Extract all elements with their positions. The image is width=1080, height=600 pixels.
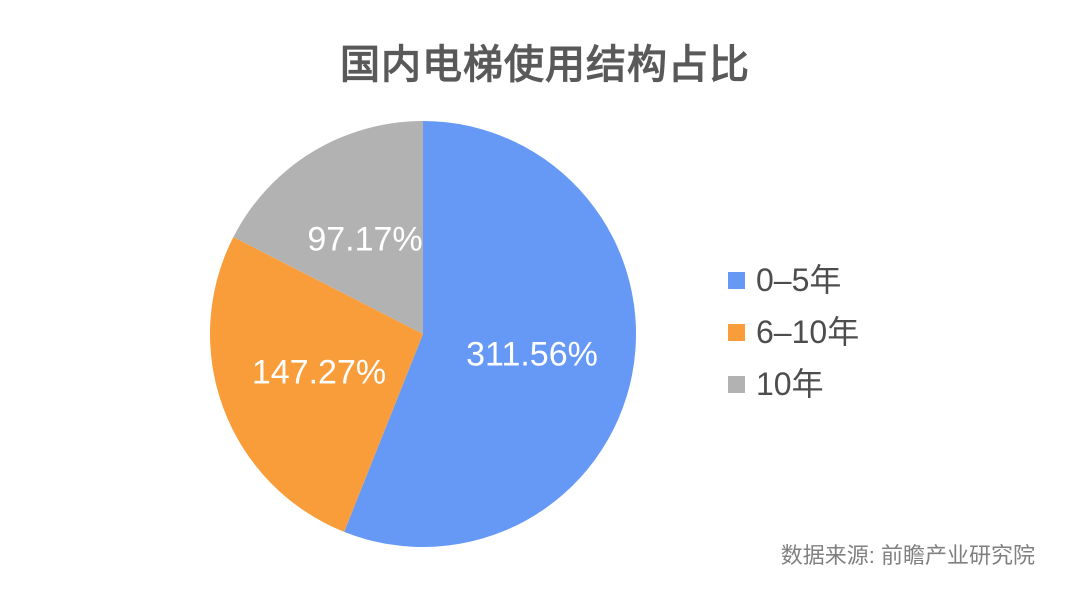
legend-swatch-gray-icon xyxy=(728,375,745,393)
legend-swatch-blue-icon xyxy=(728,271,745,289)
legend-label-6-10years: 6–10年 xyxy=(756,314,860,350)
legend-label-0-5years: 0–5年 xyxy=(756,262,842,298)
pie-slice-label-6-10years: 147.27% xyxy=(251,353,387,392)
pie-slice-1 xyxy=(210,237,423,532)
pie-slice-label-0-5years: 311.56% xyxy=(466,335,598,374)
legend-label-10years: 10年 xyxy=(756,366,824,402)
pie-slice-label-10years: 97.17% xyxy=(307,220,423,259)
legend: 0–5年 6–10年 10年 xyxy=(728,262,859,418)
chart-title: 国内电梯使用结构占比 xyxy=(340,43,750,87)
pie-slice-0 xyxy=(344,120,637,547)
data-source-note: 数据来源: 前瞻产业研究院 xyxy=(780,543,1035,568)
legend-item-6-10years: 6–10年 xyxy=(728,314,859,350)
legend-swatch-orange-icon xyxy=(728,323,745,341)
pie-slice-2 xyxy=(233,121,423,334)
legend-item-10years: 10年 xyxy=(728,366,859,402)
legend-item-0-5years: 0–5年 xyxy=(728,262,859,298)
